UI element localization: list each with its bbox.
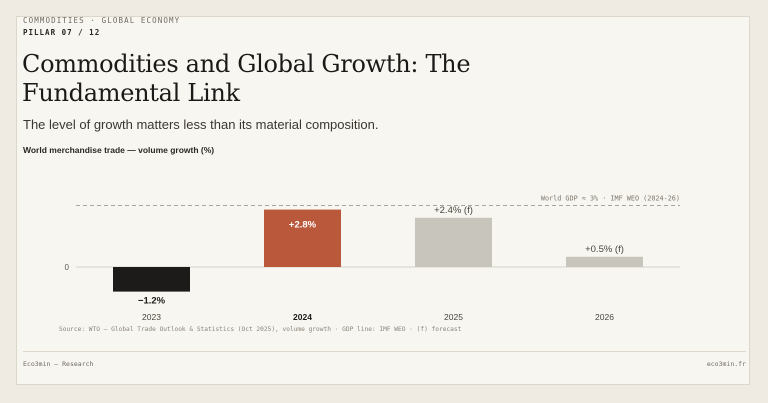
- source-note: Source: WTO — Global Trade Outlook & Sta…: [59, 326, 462, 333]
- data-label-2026: +0.5% (f): [585, 244, 624, 255]
- category-label-2024: 2024: [293, 312, 312, 322]
- data-label-2023: −1.2%: [138, 296, 166, 307]
- category-label-2025: 2025: [444, 312, 463, 322]
- bar-2025: [415, 217, 492, 267]
- category-label-2026: 2026: [595, 312, 614, 322]
- category-label-2023: 2023: [142, 312, 161, 322]
- page-title: Commodities and Global Growth: The Funda…: [22, 50, 471, 107]
- footer-site-link[interactable]: eco3min.fr: [706, 360, 746, 368]
- pillar-counter: PILLAR 07 / 12: [23, 28, 101, 37]
- section-kicker: COMMODITIES · GLOBAL ECONOMY: [23, 16, 181, 25]
- data-label-2024: +2.8%: [289, 220, 317, 231]
- page-subtitle: The level of growth matters less than it…: [23, 117, 379, 132]
- bar-2024: [264, 209, 341, 267]
- bar-2023: [113, 267, 190, 292]
- chart-title: World merchandise trade — volume growth …: [23, 145, 215, 155]
- footer-brand: Eco3min — Research: [23, 360, 94, 368]
- footer-divider: [23, 351, 746, 352]
- data-label-2025: +2.4% (f): [434, 205, 473, 216]
- zero-tick-label: 0: [65, 263, 70, 272]
- bar-2026: [566, 256, 643, 267]
- reference-line-label: World GDP ≈ 3% · IMF WEO (2024-26): [541, 195, 680, 203]
- report-card: [16, 16, 750, 385]
